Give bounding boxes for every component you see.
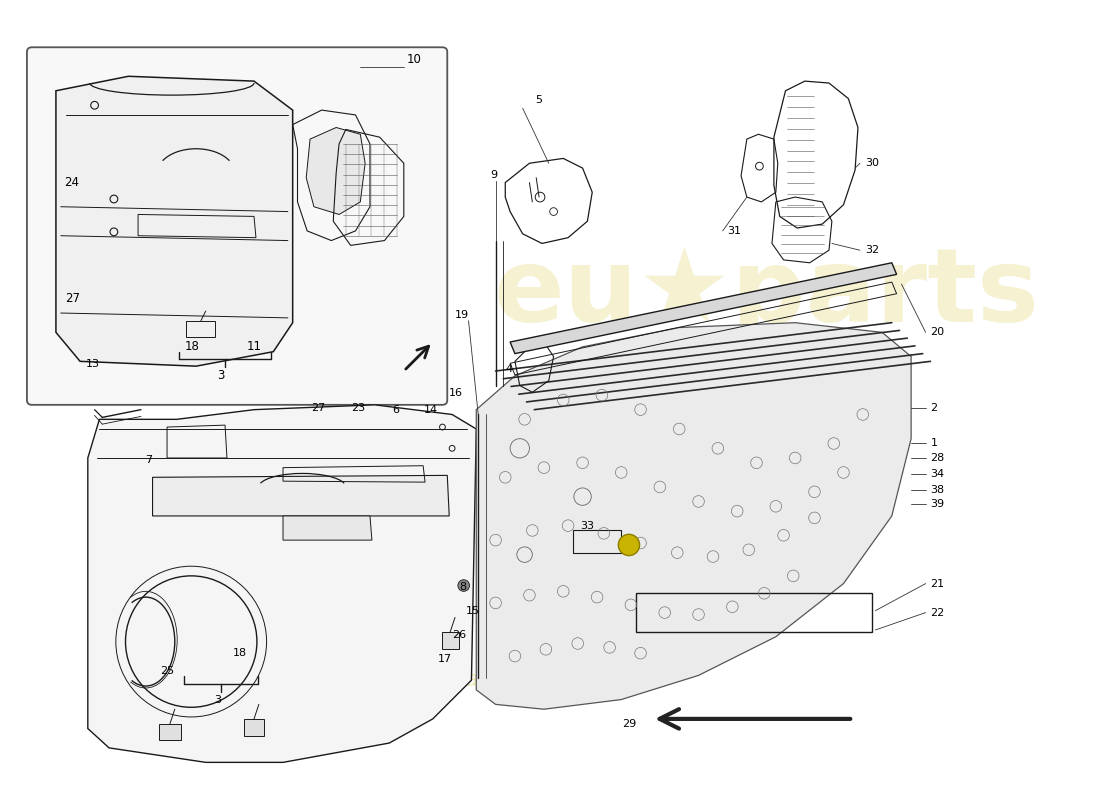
- Polygon shape: [442, 632, 459, 650]
- Polygon shape: [56, 76, 293, 366]
- Text: 29: 29: [621, 718, 636, 729]
- Text: 31: 31: [727, 226, 741, 236]
- Text: 21: 21: [931, 578, 945, 589]
- Text: 3: 3: [213, 694, 221, 705]
- Text: 11: 11: [246, 340, 262, 354]
- Circle shape: [618, 534, 639, 555]
- Text: a passion for parts: a passion for parts: [311, 670, 506, 690]
- Text: 20: 20: [931, 327, 945, 338]
- Text: 3: 3: [218, 370, 224, 382]
- Text: 30: 30: [865, 158, 879, 168]
- Text: 8: 8: [460, 582, 466, 591]
- Text: 26: 26: [452, 630, 466, 640]
- Text: 25: 25: [160, 666, 174, 675]
- Text: 15: 15: [466, 606, 480, 616]
- Text: 5: 5: [536, 95, 542, 106]
- Text: 9: 9: [491, 170, 497, 180]
- Text: 4: 4: [505, 364, 513, 374]
- Polygon shape: [476, 322, 911, 710]
- Text: 1: 1: [931, 438, 937, 449]
- Text: 2: 2: [931, 402, 937, 413]
- Polygon shape: [510, 262, 896, 354]
- Text: 23: 23: [351, 402, 365, 413]
- Text: 13: 13: [86, 359, 99, 370]
- Text: 34: 34: [931, 470, 945, 479]
- Polygon shape: [244, 719, 264, 736]
- Text: 33: 33: [581, 521, 595, 530]
- Text: 27: 27: [310, 402, 324, 413]
- Text: 16: 16: [449, 388, 463, 398]
- Polygon shape: [283, 516, 372, 540]
- Polygon shape: [153, 475, 449, 516]
- Text: 17: 17: [438, 654, 452, 664]
- Text: eu★parts: eu★parts: [493, 243, 1040, 344]
- Text: 32: 32: [865, 246, 879, 255]
- Text: 24: 24: [64, 176, 79, 189]
- Text: 18: 18: [185, 340, 199, 354]
- Text: 7: 7: [145, 455, 153, 465]
- FancyBboxPatch shape: [26, 47, 448, 405]
- Polygon shape: [88, 405, 476, 762]
- Text: 27: 27: [66, 292, 80, 305]
- Text: 38: 38: [931, 485, 945, 495]
- Polygon shape: [306, 127, 365, 214]
- Text: 6: 6: [393, 405, 399, 414]
- Text: 19: 19: [454, 310, 469, 320]
- Text: 10: 10: [407, 54, 421, 66]
- Text: 1985: 1985: [666, 327, 867, 396]
- Text: 39: 39: [931, 499, 945, 510]
- Text: 14: 14: [424, 405, 438, 414]
- Text: 22: 22: [931, 607, 945, 618]
- Text: 18: 18: [232, 648, 246, 658]
- Polygon shape: [160, 724, 180, 740]
- Text: 28: 28: [931, 453, 945, 463]
- Circle shape: [458, 580, 470, 591]
